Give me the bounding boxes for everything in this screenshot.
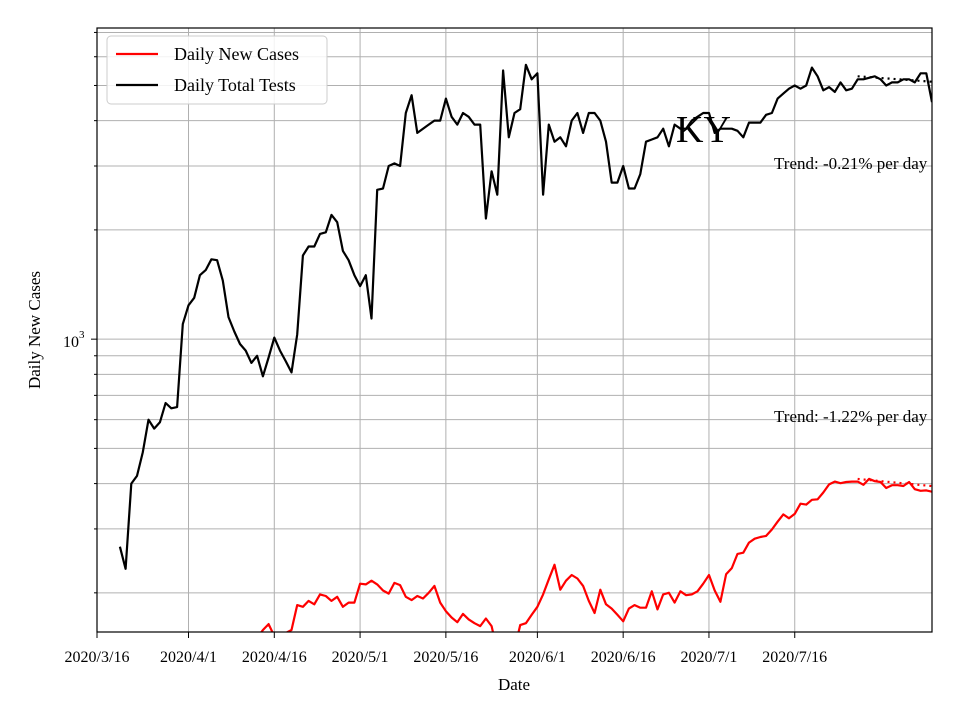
x-tick-label: 2020/4/16: [242, 649, 307, 666]
legend-box: [106, 35, 328, 105]
series-layer: [118, 63, 932, 632]
y-tick-exponent: 3: [79, 329, 85, 341]
trend-line-tests: [857, 75, 932, 83]
legend-label-tests: Daily Total Tests: [174, 75, 296, 95]
x-tick-label: 2020/4/1: [160, 649, 217, 666]
x-tick-label: 2020/7/1: [681, 649, 738, 666]
x-tick-label: 2020/7/16: [762, 649, 827, 666]
x-tick-label: 2020/6/1: [509, 649, 566, 666]
series-line-cases: [260, 477, 932, 632]
trend-label-tests: Trend: -0.21% per day: [774, 154, 928, 173]
trend-line-cases: [857, 477, 932, 488]
state-annotation: KY: [676, 109, 731, 151]
x-tick-label: 2020/5/1: [332, 649, 389, 666]
x-tick-label: 2020/3/16: [65, 649, 130, 666]
series-line-tests: [118, 63, 932, 570]
plot-frame: [96, 27, 933, 633]
x-axis-label: Date: [498, 675, 530, 694]
y-axis-ticks: 103: [63, 31, 97, 594]
x-tick-label: 2020/6/16: [591, 649, 656, 666]
y-tick-label: 103: [63, 329, 85, 351]
gridlines: [96, 28, 932, 632]
x-tick-label: 2020/5/16: [413, 649, 478, 666]
legend: Daily New Cases Daily Total Tests: [106, 35, 328, 105]
legend-label-cases: Daily New Cases: [174, 44, 299, 64]
y-axis-label: Daily New Cases: [25, 271, 44, 389]
x-axis-ticks: 2020/3/16 2020/4/1 2020/4/16 2020/5/1 2020/5…: [65, 632, 827, 666]
trend-label-cases: Trend: -1.22% per day: [774, 407, 928, 426]
